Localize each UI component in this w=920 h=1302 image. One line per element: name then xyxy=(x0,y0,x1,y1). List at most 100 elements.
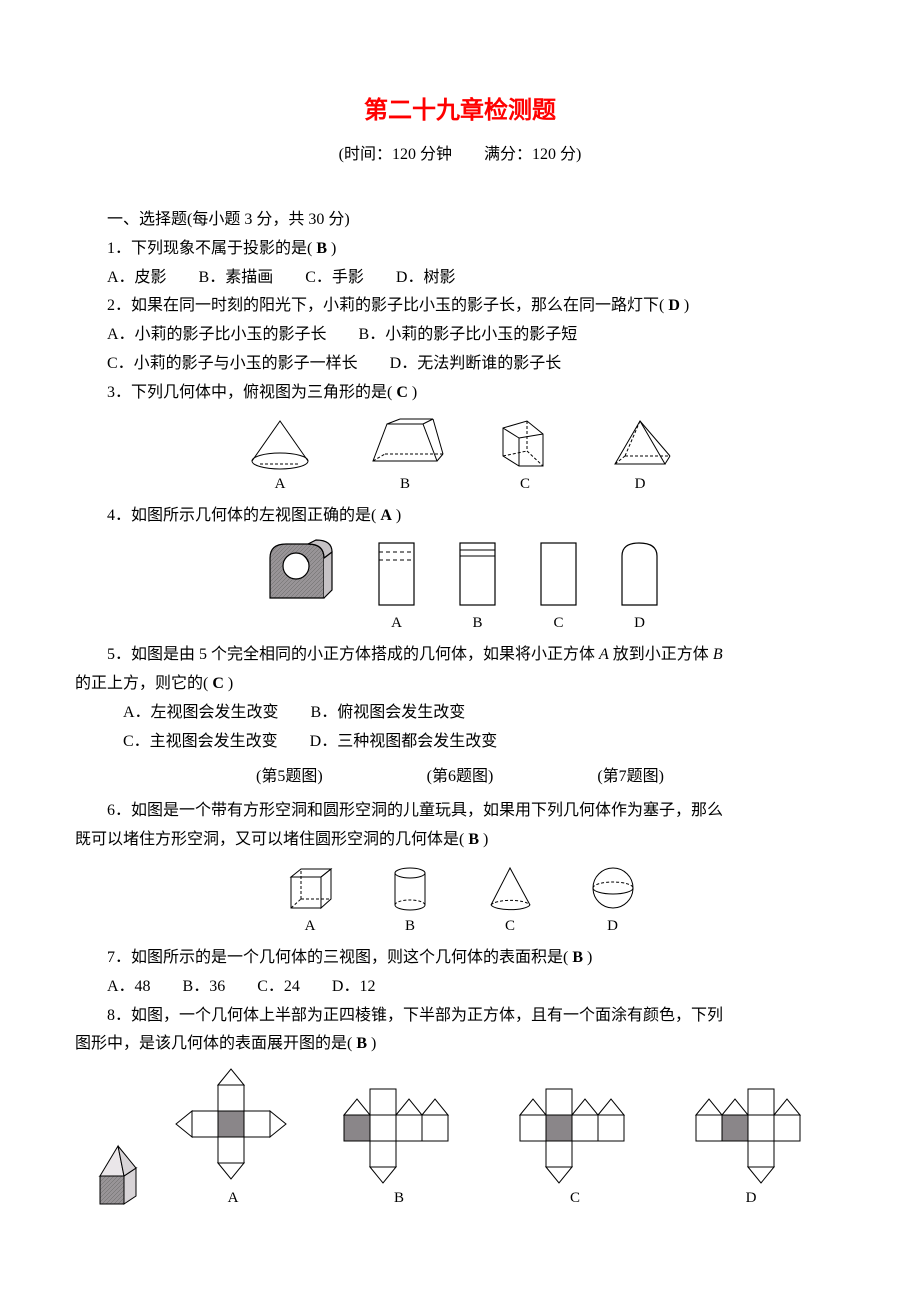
label-d: D xyxy=(634,610,645,637)
prism-icon xyxy=(495,416,555,471)
rect-c-icon xyxy=(536,538,581,610)
q2-optC: C．小莉的影子与小玉的影子一样长 D．无法判断谁的影子长 xyxy=(75,350,845,379)
label-a: A xyxy=(305,913,316,940)
q6-fig-d: D xyxy=(588,863,638,940)
pyramid-cube-icon xyxy=(94,1140,142,1212)
q6-fig-c: C xyxy=(483,863,538,940)
q7-text: 7．如图所示的是一个几何体的三视图，则这个几何体的表面积是( xyxy=(107,949,572,966)
label-d: D xyxy=(746,1185,757,1212)
cap-7: (第7题图) xyxy=(597,763,664,792)
cube-icon xyxy=(283,863,338,913)
q6-line2: 既可以堵住方形空洞，又可以堵住圆形空洞的几何体是( B ) xyxy=(75,826,845,855)
q8-figures: A B xyxy=(75,1067,845,1212)
q2: 2．如果在同一时刻的阳光下，小莉的影子比小玉的影子长，那么在同一路灯下( D ) xyxy=(75,292,845,321)
q8-fig-c: C xyxy=(500,1075,650,1212)
q7-options: A．48 B．36 C．24 D．12 xyxy=(75,973,845,1002)
net-b-icon xyxy=(324,1075,474,1185)
q1-text: 1．下列现象不属于投影的是( xyxy=(107,240,316,257)
q5-l2: 的正上方，则它的( xyxy=(75,675,212,692)
label-d: D xyxy=(635,471,646,498)
q5-italA: A xyxy=(599,646,609,663)
q6-l2: 既可以堵住方形空洞，又可以堵住圆形空洞的几何体是( xyxy=(75,831,468,848)
q3-fig-c: C xyxy=(495,416,555,498)
rect-a-icon xyxy=(374,538,419,610)
q5-optC: C．主视图会发生改变 D．三种视图都会发生改变 xyxy=(75,728,845,757)
pyramid-icon xyxy=(605,416,675,471)
page-title: 第二十九章检测题 xyxy=(75,90,845,133)
q2-tail: ) xyxy=(680,297,689,314)
q4-text: 4．如图所示几何体的左视图正确的是( xyxy=(107,507,380,524)
arch-icon xyxy=(617,538,662,610)
label-a: A xyxy=(228,1185,239,1212)
solid-with-hole-icon xyxy=(258,538,338,613)
q3-fig-d: D xyxy=(605,416,675,498)
q2-optA: A．小莉的影子比小玉的影子长 B．小莉的影子比小玉的影子短 xyxy=(75,321,845,350)
q1-tail: ) xyxy=(327,240,336,257)
q2-answer: D xyxy=(668,297,680,314)
q5-b: 放到小正方体 xyxy=(609,646,713,663)
q8-tail: ) xyxy=(367,1035,376,1052)
q5-answer: C xyxy=(212,675,224,692)
label-b: B xyxy=(394,1185,404,1212)
q4-fig-b: B xyxy=(455,538,500,637)
label-a: A xyxy=(391,610,402,637)
net-d-icon xyxy=(676,1075,826,1185)
q4-fig-d: D xyxy=(617,538,662,637)
cone2-icon xyxy=(483,863,538,913)
q4-figures: A B C D xyxy=(75,538,845,637)
rect-b-icon xyxy=(455,538,500,610)
q3: 3．下列几何体中，俯视图为三角形的是( C ) xyxy=(75,379,845,408)
q6-fig-b: B xyxy=(388,863,433,940)
label-d: D xyxy=(607,913,618,940)
sphere-icon xyxy=(588,863,638,913)
net-a-icon xyxy=(168,1067,298,1185)
frustum-icon xyxy=(365,416,445,471)
fig-captions: (第5题图) (第6题图) (第7题图) xyxy=(75,763,845,792)
label-c: C xyxy=(520,471,530,498)
page-subtitle: (时间：120 分钟 满分：120 分) xyxy=(75,141,845,170)
label-c: C xyxy=(570,1185,580,1212)
q7-answer: B xyxy=(572,949,583,966)
q8-line1: 8．如图，一个几何体上半部为正四棱锥，下半部为正方体，且有一个面涂有颜色，下列 xyxy=(75,1002,845,1031)
q1-answer: B xyxy=(316,240,327,257)
q4-tail: ) xyxy=(392,507,401,524)
q3-text: 3．下列几何体中，俯视图为三角形的是( xyxy=(107,384,396,401)
q4-solid xyxy=(258,538,338,637)
cap-5: (第5题图) xyxy=(256,763,323,792)
q3-fig-b: B xyxy=(365,416,445,498)
q1-options: A．皮影 B．素描画 C．手影 D．树影 xyxy=(75,264,845,293)
cap-6: (第6题图) xyxy=(427,763,494,792)
label-a: A xyxy=(275,471,286,498)
section-heading: 一、选择题(每小题 3 分，共 30 分) xyxy=(75,206,845,235)
q5: 5．如图是由 5 个完全相同的小正方体搭成的几何体，如果将小正方体 A 放到小正… xyxy=(75,641,845,670)
q7: 7．如图所示的是一个几何体的三视图，则这个几何体的表面积是( B ) xyxy=(75,944,845,973)
q8-fig-d: D xyxy=(676,1075,826,1212)
q8-answer: B xyxy=(356,1035,367,1052)
q1: 1．下列现象不属于投影的是( B ) xyxy=(75,235,845,264)
q8-line2: 图形中，是该几何体的表面展开图的是( B ) xyxy=(75,1030,845,1059)
q6-figures: A B C D xyxy=(75,863,845,940)
q5-italB: B xyxy=(713,646,723,663)
q8-fig-a: A xyxy=(168,1067,298,1212)
q3-tail: ) xyxy=(408,384,417,401)
q3-fig-a: A xyxy=(245,416,315,498)
q6-tail: ) xyxy=(479,831,488,848)
q3-answer: C xyxy=(396,384,408,401)
q5-tail: ) xyxy=(224,675,233,692)
q4-fig-c: C xyxy=(536,538,581,637)
q8-l2: 图形中，是该几何体的表面展开图的是( xyxy=(75,1035,356,1052)
q5-line2: 的正上方，则它的( C ) xyxy=(75,670,845,699)
label-b: B xyxy=(405,913,415,940)
q4-fig-a: A xyxy=(374,538,419,637)
q7-tail: ) xyxy=(583,949,592,966)
q6-line1: 6．如图是一个带有方形空洞和圆形空洞的儿童玩具，如果用下列几何体作为塞子，那么 xyxy=(75,797,845,826)
net-c-icon xyxy=(500,1075,650,1185)
label-c: C xyxy=(553,610,563,637)
q6-fig-a: A xyxy=(283,863,338,940)
cone-icon xyxy=(245,416,315,471)
label-b: B xyxy=(400,471,410,498)
q4-answer: A xyxy=(380,507,392,524)
cylinder-icon xyxy=(388,863,433,913)
label-c: C xyxy=(505,913,515,940)
q6-answer: B xyxy=(468,831,479,848)
